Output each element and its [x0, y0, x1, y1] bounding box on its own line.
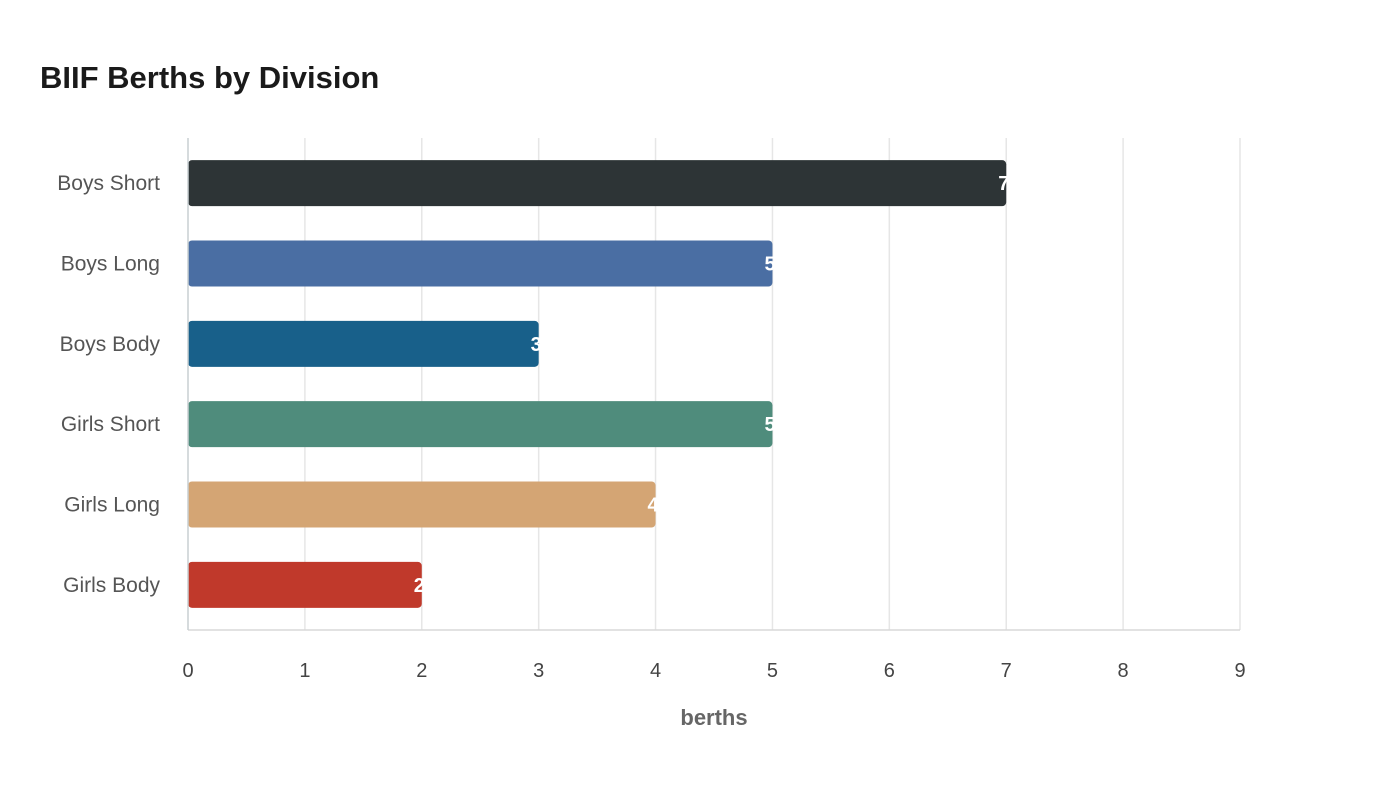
x-tick-label: 2: [416, 660, 427, 682]
x-tick-label: 0: [182, 660, 193, 682]
bar: [188, 320, 539, 367]
bars: [188, 160, 1007, 608]
data-label: 7: [998, 173, 1009, 195]
bar: [188, 401, 773, 448]
data-label: 5: [764, 414, 775, 436]
category-label: Girls Short: [61, 413, 160, 436]
axes: [187, 138, 1240, 631]
bar: [188, 160, 1007, 207]
data-label: 5: [764, 254, 775, 276]
x-tick-label: 4: [650, 660, 661, 682]
bar: [188, 561, 422, 608]
data-label: 4: [648, 495, 660, 517]
category-label: Boys Body: [60, 333, 161, 356]
x-tick-label: 6: [884, 660, 895, 682]
grid-lines: [304, 138, 1241, 630]
x-axis-title: berths: [680, 705, 747, 730]
x-tick-label: 9: [1234, 660, 1245, 682]
data-label: 2: [414, 575, 425, 597]
chart-title: BIIF Berths by Division: [40, 60, 380, 95]
x-tick-label: 8: [1118, 660, 1129, 682]
category-label: Girls Body: [63, 574, 160, 597]
category-label: Boys Short: [57, 172, 160, 195]
x-tick-label: 3: [533, 660, 544, 682]
x-tick-label: 1: [299, 660, 310, 682]
category-labels: Boys Short Boys Long Boys Body Girls Short G…: [57, 172, 160, 597]
category-label: Boys Long: [61, 253, 160, 276]
bar: [188, 481, 656, 528]
category-label: Girls Long: [64, 494, 160, 517]
bar: [188, 240, 773, 287]
x-tick-label: 5: [767, 660, 778, 682]
x-tick-label: 7: [1001, 660, 1012, 682]
x-tick-labels: 0 1 2 3 4 5 6 7 8 9: [182, 660, 1245, 682]
data-label: 3: [531, 334, 542, 356]
data-labels: 7 5 3 5 4 2: [414, 173, 1010, 597]
